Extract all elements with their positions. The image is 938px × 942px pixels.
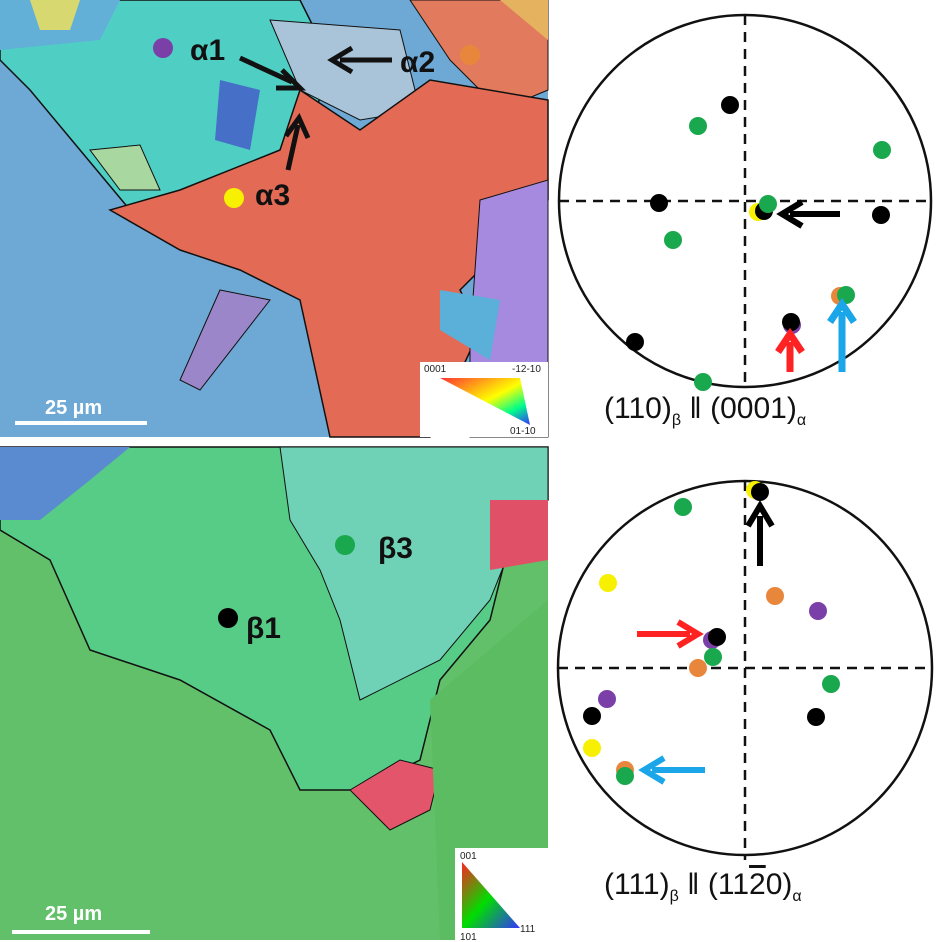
orientation-dot: [766, 587, 784, 605]
caption-part: (11: [707, 868, 750, 901]
map-label: α3: [255, 179, 290, 212]
caption-part: α: [792, 888, 802, 905]
orientation-dot: [664, 231, 682, 249]
orientation-dot: [674, 498, 692, 516]
pole-figure-caption: (111)β ‖ (1120)α: [604, 868, 802, 906]
map-label: α2: [400, 46, 435, 79]
orientation-dot: [650, 194, 668, 212]
orientation-dot: [809, 602, 827, 620]
map-label: β3: [378, 532, 413, 565]
orientation-dot: [689, 117, 707, 135]
orientation-dot: [583, 707, 601, 725]
orientation-dot: [694, 373, 712, 391]
scale-bar-label: 25 µm: [45, 397, 102, 419]
orientation-dot: [616, 767, 634, 785]
orientation-dot: [708, 628, 726, 646]
top-ebsd-map: α1 α2 α3 25 µm 0001 -12-10 01-10: [0, 0, 549, 438]
caption-part: (0001): [710, 392, 797, 425]
legend-label: 0001: [424, 364, 447, 375]
pole-figure-caption: (110)β ‖ (0001)α: [604, 392, 806, 430]
caption-part: ‖: [689, 392, 702, 425]
bottom-pole-figure: [556, 479, 934, 860]
caption-part: (110): [604, 392, 672, 425]
orientation-dot: [751, 483, 769, 501]
orientation-dot: [873, 141, 891, 159]
orientation-dot: [822, 675, 840, 693]
bottom-ebsd-map: β1 β3 25 µm 001 101 111: [0, 446, 549, 942]
map-label: α1: [190, 34, 225, 67]
orientation-dot: [689, 659, 707, 677]
orientation-dot: [626, 333, 644, 351]
orientation-dot: [721, 96, 739, 114]
legend-label: 001: [460, 851, 477, 862]
caption-part: ‖: [687, 868, 700, 901]
scale-bar-label: 25 µm: [45, 903, 102, 925]
top-pole-figure: [557, 13, 933, 391]
orientation-dot: [599, 574, 617, 592]
map-label: β1: [246, 612, 281, 645]
caption-part: (111): [604, 868, 670, 901]
legend-label: 101: [460, 932, 477, 942]
caption-part: α: [796, 412, 807, 429]
orientation-dot: [583, 739, 601, 757]
orientation-dot: [598, 690, 616, 708]
caption-part: 2: [749, 868, 766, 901]
caption-part: β: [671, 412, 682, 429]
orientation-dot: [782, 313, 800, 331]
orientation-dot: [807, 708, 825, 726]
legend-label: 111: [520, 924, 536, 935]
orientation-dot: [872, 206, 890, 224]
orientation-dot: [759, 195, 777, 213]
legend-label: -12-10: [512, 364, 541, 375]
orientation-dot: [704, 648, 722, 666]
legend-label: 01-10: [510, 426, 536, 437]
caption-part: β: [669, 888, 679, 905]
caption-part: 0): [765, 868, 793, 901]
